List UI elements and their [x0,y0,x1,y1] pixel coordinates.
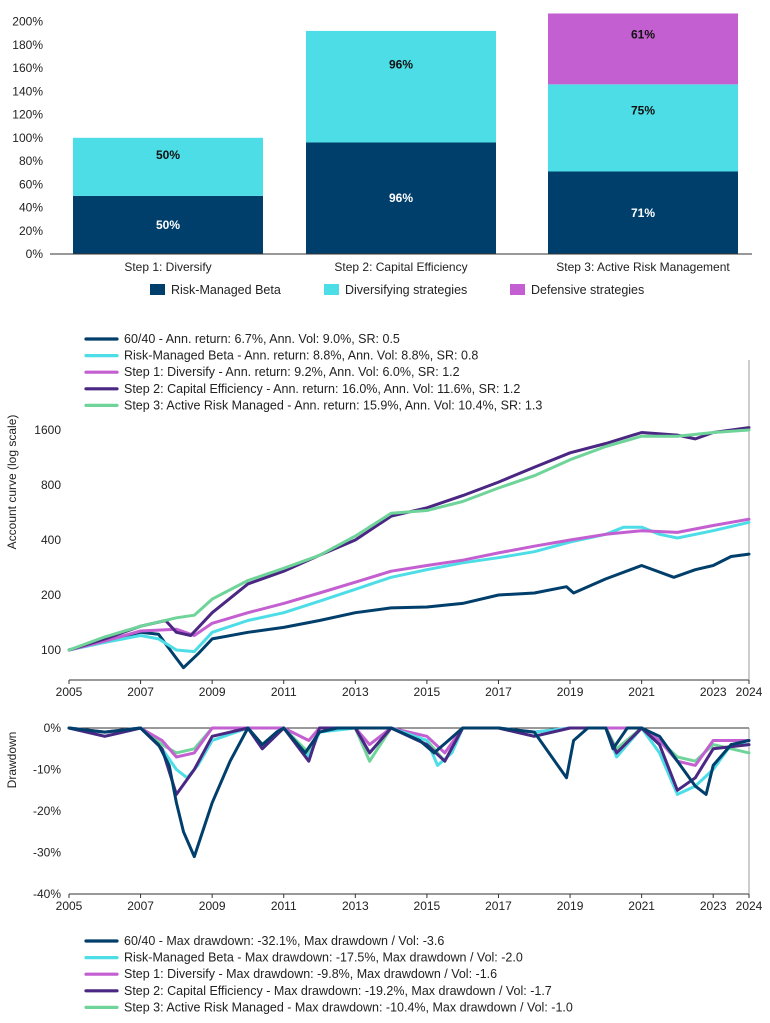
account-curve-series [67,426,751,652]
legend-swatch [150,284,165,295]
bar-value-label: 96% [389,191,413,205]
dd-x-tick-label: 2021 [628,899,655,913]
dd-x-tick-label: 2015 [414,899,441,913]
bar-category-label: Step 1: Diversify [124,260,211,274]
log-y-axis-title: Account curve (log scale) [5,415,19,550]
dd-x-tick-label: 2019 [557,899,584,913]
dd-y-axis-title: Drawdown [5,732,19,789]
log-x-tick-label: 2009 [199,685,226,699]
dd-x-tick-label: 2011 [271,899,297,913]
log-y-tick-label: 1600 [34,423,61,437]
legend-label: 60/40 - Ann. return: 6.7%, Ann. Vol: 9.0… [124,332,400,346]
bar-y-tick-label: 80% [19,154,43,168]
log-x-tick-label: 2023 [700,685,727,699]
bar-value-label: 75% [631,104,655,118]
bar-y-tick-label: 160% [12,61,43,75]
legend-swatch [324,284,339,295]
log-x-tick-label: 2015 [414,685,441,699]
legend-label: Risk-Managed Beta - Max drawdown: -17.5%… [124,951,523,965]
bar-segment [73,137,263,196]
bar-y-tick-label: 140% [12,84,43,98]
bar-y-tick-label: 180% [12,38,43,52]
bar-y-tick-label: 200% [12,15,43,29]
dd-x-tick-label: 2023 [700,899,727,913]
legend-label: Step 1: Diversify - Max drawdown: -9.8%,… [124,967,497,981]
log-x-tick-label: 2011 [271,685,297,699]
legend-label: Step 3: Active Risk Managed - Max drawdo… [124,1000,573,1014]
legend-label: Risk-Managed Beta - Ann. return: 8.8%, A… [124,349,478,363]
drawdown-series [67,726,751,859]
bar-y-tick-label: 20% [19,224,43,238]
log-y-tick-label: 800 [41,478,61,492]
legend-label: Step 3: Active Risk Managed - Ann. retur… [124,398,542,412]
bar-segment [548,84,738,172]
legend-label: Risk-Managed Beta [171,283,281,297]
bar-segment [306,142,496,254]
legend-label: Defensive strategies [531,283,644,297]
log-x-tick-label: 2005 [56,685,83,699]
bar-y-tick-label: 60% [19,177,43,191]
dd-y-tick-label: -10% [33,763,61,777]
log-x-tick-label: 2019 [557,685,584,699]
dd-x-tick-label: 2024 [736,899,763,913]
account-curve-series [67,517,751,652]
log-x-tick-label: 2013 [342,685,369,699]
bar-y-tick-label: 0% [26,247,44,261]
log-x-tick-label: 2007 [127,685,154,699]
legend-label: 60/40 - Max drawdown: -32.1%, Max drawdo… [124,934,444,948]
bar-value-label: 50% [156,148,180,162]
bar-segment [548,13,738,85]
log-x-tick-label: 2017 [485,685,512,699]
bar-value-label: 71% [631,206,655,220]
bar-category-label: Step 3: Active Risk Management [556,260,730,274]
log-y-tick-label: 400 [41,533,61,547]
dd-x-tick-label: 2007 [127,899,154,913]
bar-segment [548,171,738,254]
dd-x-tick-label: 2009 [199,899,226,913]
bar-y-tick-label: 40% [19,201,43,215]
dd-x-tick-label: 2017 [485,899,512,913]
bar-y-tick-label: 100% [12,131,43,145]
account-curve-series [67,552,751,670]
bar-segment [306,30,496,143]
dd-x-tick-label: 2013 [342,899,369,913]
bar-category-label: Step 2: Capital Efficiency [334,260,467,274]
dd-y-tick-label: 0% [44,721,62,735]
legend-label: Step 2: Capital Efficiency - Max drawdow… [124,984,552,998]
log-y-tick-label: 200 [41,588,61,602]
legend-label: Step 2: Capital Efficiency - Ann. return… [124,382,520,396]
drawdown-series [67,726,751,796]
bar-segment [73,195,263,254]
legend-swatch [510,284,525,295]
account-curve-series [67,520,751,654]
account-curve-series [67,428,751,652]
dd-x-tick-label: 2005 [56,899,83,913]
log-x-tick-label: 2021 [628,685,655,699]
bar-value-label: 96% [389,57,413,71]
dd-y-tick-label: -40% [33,887,61,901]
legend-label: Diversifying strategies [345,283,467,297]
dd-y-tick-label: -20% [33,804,61,818]
dd-y-tick-label: -30% [33,846,61,860]
legend-label: Step 1: Diversify - Ann. return: 9.2%, A… [124,365,460,379]
bar-y-tick-label: 120% [12,108,43,122]
log-y-tick-label: 100 [41,643,61,657]
log-x-tick-label: 2024 [736,685,763,699]
bar-value-label: 50% [156,218,180,232]
bar-value-label: 61% [631,28,655,42]
